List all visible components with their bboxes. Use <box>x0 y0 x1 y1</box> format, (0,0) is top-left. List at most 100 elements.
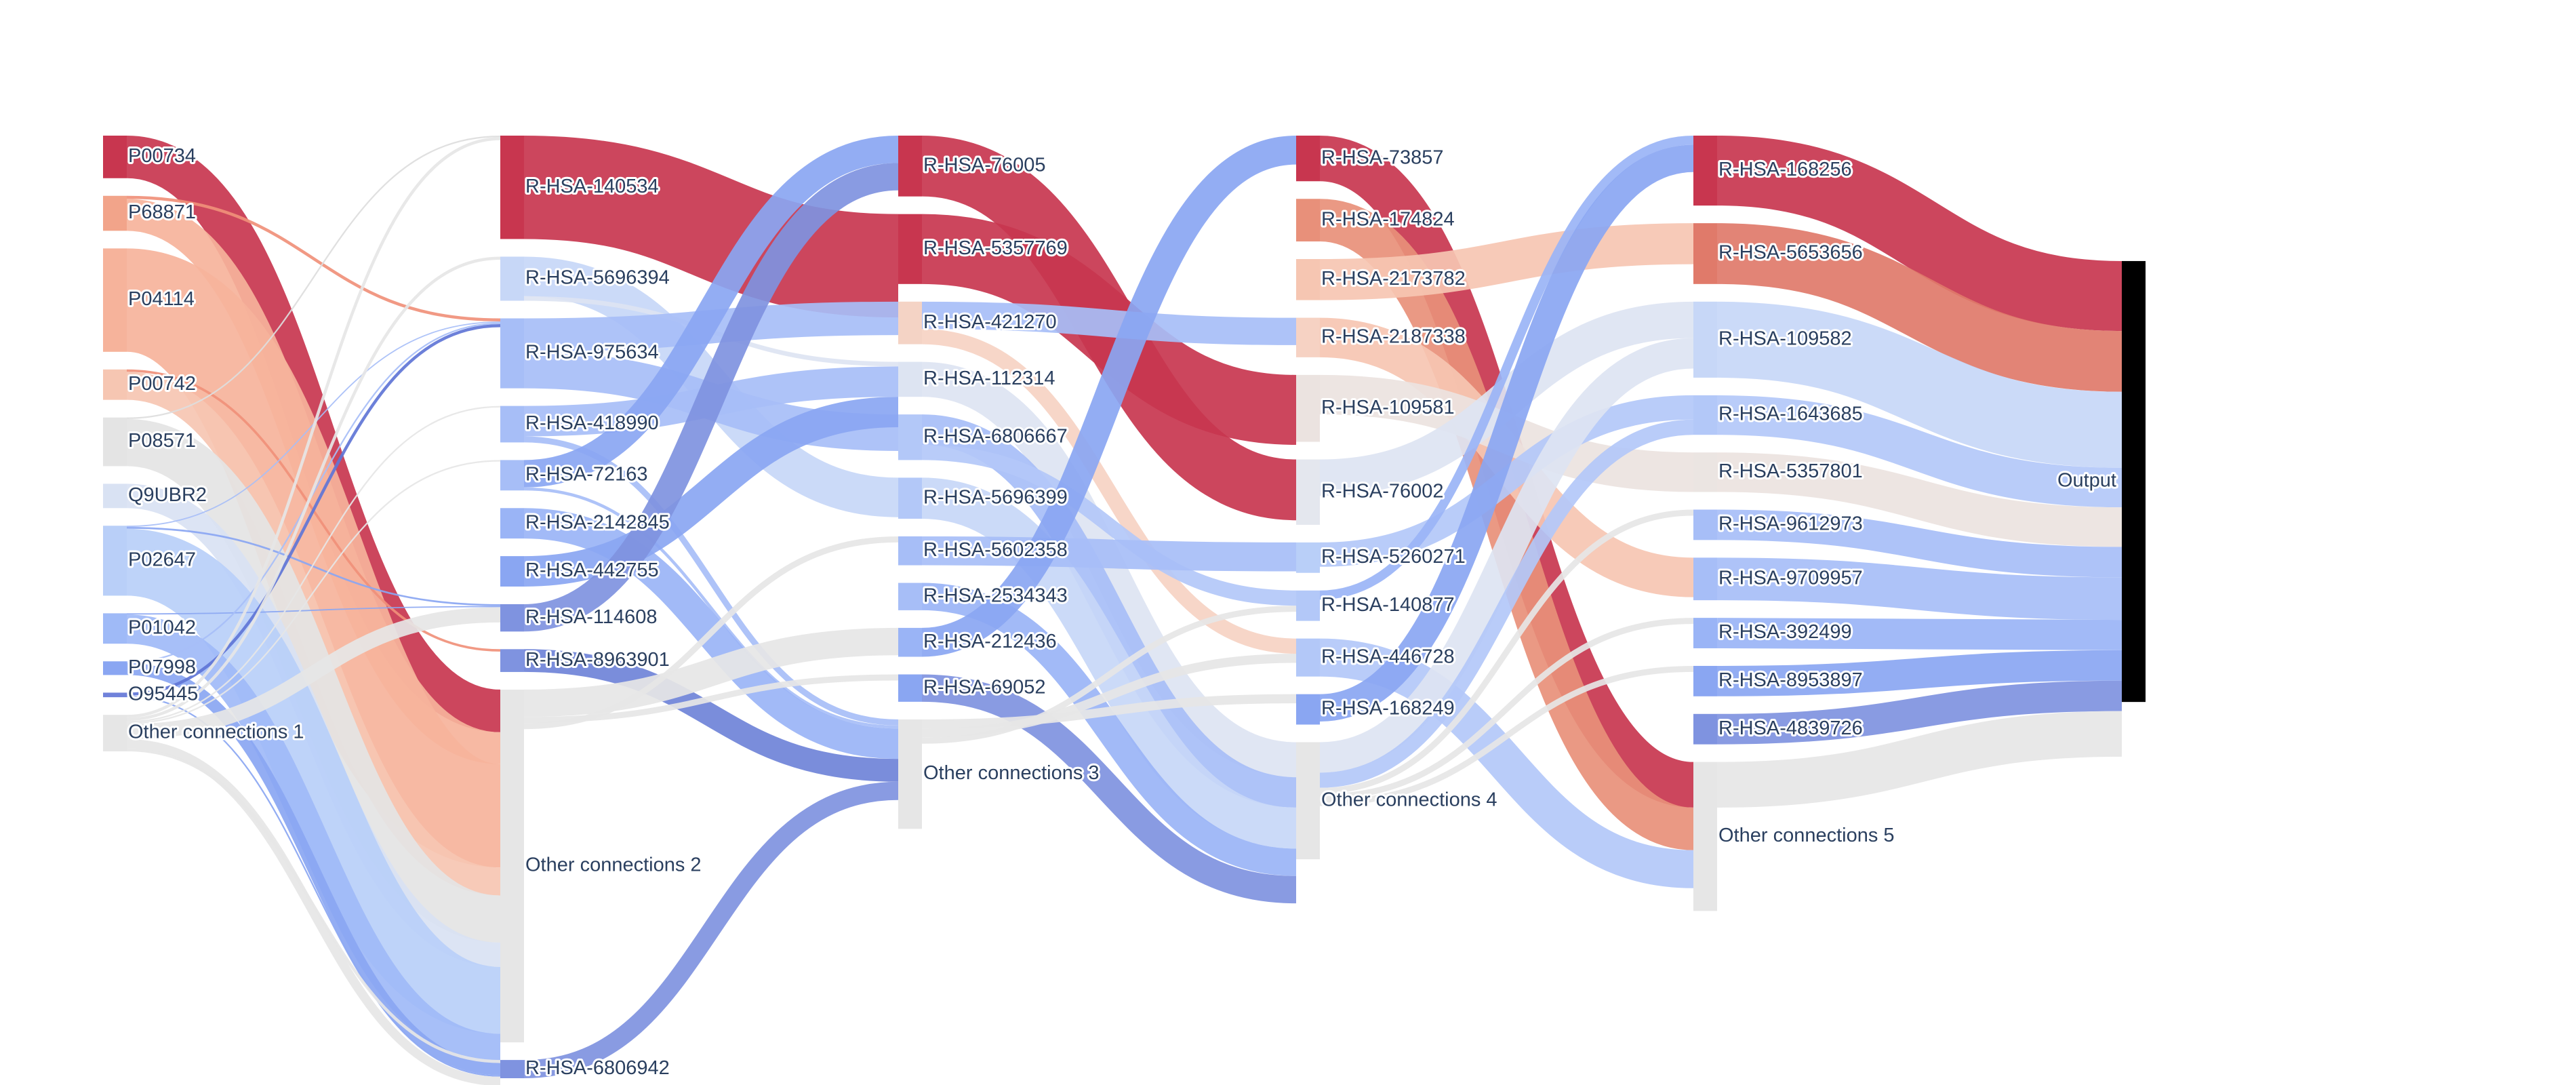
node-r-hsa-2142845[interactable] <box>500 508 524 539</box>
node-r-hsa-6806667[interactable] <box>898 414 922 460</box>
link-r-hsa-109582-to-output[interactable] <box>1716 301 2122 468</box>
node-r-hsa-5696394[interactable] <box>500 256 524 301</box>
node-r-hsa-140877[interactable] <box>1296 590 1320 621</box>
node-r-hsa-446728[interactable] <box>1296 638 1320 677</box>
link-r-hsa-9709957-to-output[interactable] <box>1716 557 2122 620</box>
node-r-hsa-421270[interactable] <box>898 301 922 344</box>
link-r-hsa-8953897-to-output[interactable] <box>1716 650 2122 696</box>
node-p01042[interactable] <box>103 613 127 644</box>
link-r-hsa-5653656-to-output[interactable] <box>1716 223 2122 392</box>
node-r-hsa-72163[interactable] <box>500 460 524 491</box>
node-r-hsa-73857[interactable] <box>1296 136 1320 182</box>
link-r-hsa-5357801-to-output[interactable] <box>1716 452 2122 547</box>
node-other-connections-3[interactable] <box>898 719 922 829</box>
link-other-connections-3-to-r-hsa-168249[interactable] <box>921 694 1297 729</box>
node-other-connections-1[interactable] <box>103 715 127 751</box>
node-other-connections-5[interactable] <box>1693 762 1717 911</box>
link-other-connections-2-to-r-hsa-212436[interactable] <box>523 627 899 717</box>
link-o95445-to-r-hsa-975634[interactable] <box>126 323 501 696</box>
link-r-hsa-114608-to-r-hsa-76005[interactable] <box>523 163 899 632</box>
link-r-hsa-140534-to-r-hsa-5357769[interactable] <box>523 136 899 318</box>
link-p02647-to-other-connections-2[interactable] <box>125 528 502 1034</box>
link-other-connections-1-to-r-hsa-72163[interactable] <box>126 460 501 724</box>
link-p68871-to-r-hsa-975634[interactable] <box>126 195 501 321</box>
link-p08571-to-r-hsa-140534[interactable] <box>126 135 501 419</box>
link-r-hsa-8963901-to-other-connections-3[interactable] <box>523 649 899 782</box>
node-r-hsa-9709957[interactable] <box>1693 557 1717 601</box>
link-r-hsa-5696399-to-other-connections-4[interactable] <box>921 477 1297 849</box>
node-r-hsa-109582[interactable] <box>1693 301 1717 378</box>
link-other-connections-5-to-output[interactable] <box>1716 711 2122 808</box>
link-r-hsa-421270-to-r-hsa-2187338[interactable] <box>921 301 1297 345</box>
link-other-connections-2-to-r-hsa-5602358[interactable] <box>523 536 899 730</box>
link-r-hsa-168256-to-output[interactable] <box>1716 135 2122 332</box>
node-p00734[interactable] <box>103 136 127 178</box>
node-r-hsa-8963901[interactable] <box>500 649 524 672</box>
node-q9ubr2[interactable] <box>103 484 127 509</box>
link-r-hsa-112314-to-other-connections-4[interactable] <box>921 361 1297 778</box>
link-other-connections-4-to-r-hsa-1643685[interactable] <box>1319 419 1694 788</box>
node-p04114[interactable] <box>103 248 127 352</box>
node-r-hsa-1643685[interactable] <box>1693 395 1717 435</box>
link-r-hsa-4839726-to-output[interactable] <box>1716 680 2122 745</box>
node-r-hsa-168249[interactable] <box>1296 694 1320 725</box>
node-r-hsa-2173782[interactable] <box>1296 259 1320 300</box>
node-r-hsa-109581[interactable] <box>1296 374 1320 442</box>
link-r-hsa-72163-to-other-connections-3[interactable] <box>523 487 899 729</box>
link-other-connections-3-to-r-hsa-446728[interactable] <box>921 654 1297 738</box>
link-other-connections-1-to-r-hsa-6806942[interactable] <box>126 748 501 1063</box>
node-other-connections-2[interactable] <box>500 689 524 1043</box>
link-other-connections-4-to-r-hsa-392499[interactable] <box>1319 618 1694 800</box>
link-other-connections-1-to-r-hsa-140534[interactable] <box>126 137 501 718</box>
node-r-hsa-975634[interactable] <box>500 318 524 389</box>
link-r-hsa-6806667-to-other-connections-4[interactable] <box>921 414 1297 808</box>
link-other-connections-1-to-r-hsa-114608[interactable] <box>126 607 501 740</box>
node-o95445[interactable] <box>103 692 127 698</box>
link-r-hsa-72163-to-r-hsa-76005[interactable] <box>523 136 899 488</box>
link-p01042-to-r-hsa-114608[interactable] <box>126 606 501 615</box>
link-r-hsa-168249-to-r-hsa-168256[interactable] <box>1319 144 1694 722</box>
node-r-hsa-4839726[interactable] <box>1693 713 1717 745</box>
node-r-hsa-168256[interactable] <box>1693 136 1717 206</box>
link-r-hsa-421270-to-r-hsa-446728[interactable] <box>921 329 1297 654</box>
node-r-hsa-5260271[interactable] <box>1296 542 1320 573</box>
link-r-hsa-6806667-to-r-hsa-140877[interactable] <box>921 445 1297 606</box>
link-r-hsa-1643685-to-output[interactable] <box>1716 395 2122 508</box>
node-r-hsa-114608[interactable] <box>500 604 524 632</box>
node-r-hsa-418990[interactable] <box>500 406 524 443</box>
node-r-hsa-5357801[interactable] <box>1693 452 1717 492</box>
link-other-connections-1-to-other-connections-2[interactable] <box>126 739 501 1085</box>
link-r-hsa-212436-to-r-hsa-73857[interactable] <box>921 136 1297 657</box>
link-other-connections-3-to-r-hsa-140877[interactable] <box>921 606 1297 744</box>
link-p02647-to-r-hsa-114608[interactable] <box>126 527 501 606</box>
link-p04114-to-other-connections-2[interactable] <box>123 248 504 868</box>
node-r-hsa-5602358[interactable] <box>898 536 922 566</box>
link-r-hsa-2173782-to-r-hsa-5653656[interactable] <box>1319 223 1694 300</box>
node-other-connections-4[interactable] <box>1296 742 1320 860</box>
link-other-connections-1-to-r-hsa-5696394[interactable] <box>126 256 501 722</box>
node-r-hsa-174824[interactable] <box>1296 199 1320 242</box>
link-other-connections-1-to-r-hsa-418990[interactable] <box>126 406 501 723</box>
link-other-connections-4-to-r-hsa-109582[interactable] <box>1319 338 1694 773</box>
node-p07998[interactable] <box>103 661 127 675</box>
node-r-hsa-76005[interactable] <box>898 136 922 197</box>
link-r-hsa-5260271-to-r-hsa-1643685[interactable] <box>1319 395 1694 567</box>
link-other-connections-4-to-r-hsa-9612973[interactable] <box>1319 509 1694 794</box>
node-r-hsa-140534[interactable] <box>500 136 524 239</box>
link-r-hsa-442755-to-r-hsa-112314[interactable] <box>523 397 899 587</box>
node-r-hsa-212436[interactable] <box>898 627 922 657</box>
node-r-hsa-6806942[interactable] <box>500 1060 524 1078</box>
link-r-hsa-69052-to-other-connections-4[interactable] <box>921 674 1297 904</box>
node-r-hsa-5357769[interactable] <box>898 214 922 284</box>
node-p68871[interactable] <box>103 195 127 231</box>
link-p01042-to-other-connections-2[interactable] <box>126 614 501 1063</box>
node-p00742[interactable] <box>103 369 127 400</box>
link-other-connections-4-to-r-hsa-8953897[interactable] <box>1319 665 1694 806</box>
link-r-hsa-9612973-to-output[interactable] <box>1716 509 2122 578</box>
link-r-hsa-5602358-to-r-hsa-5260271[interactable] <box>921 536 1297 572</box>
node-r-hsa-2534343[interactable] <box>898 583 922 610</box>
node-r-hsa-5653656[interactable] <box>1693 223 1717 284</box>
node-output[interactable] <box>2122 260 2146 703</box>
node-r-hsa-76002[interactable] <box>1296 459 1320 525</box>
node-p02647[interactable] <box>103 526 127 596</box>
